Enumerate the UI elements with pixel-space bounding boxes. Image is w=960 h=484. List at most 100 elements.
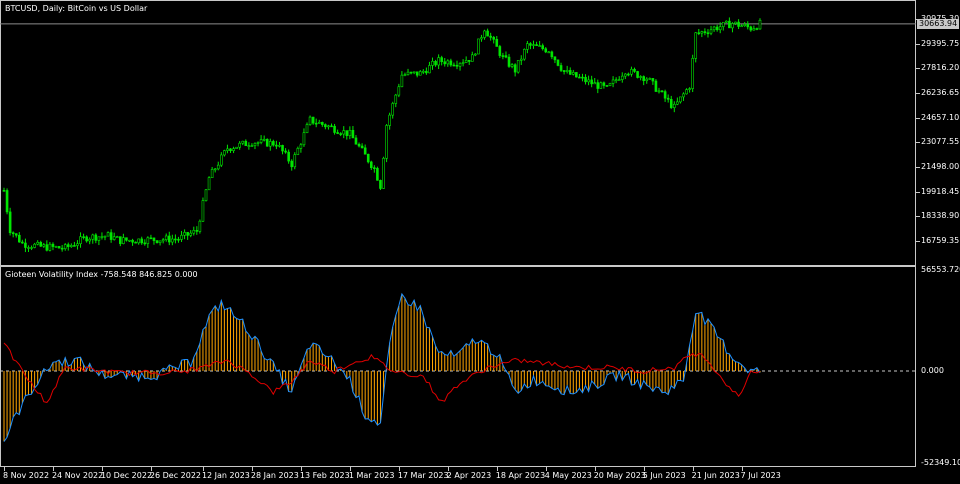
candle-body	[446, 60, 450, 65]
candle-body	[437, 57, 440, 66]
indicator-pane[interactable]: Gioteen Volatility Index -758.548 846.82…	[0, 266, 916, 467]
candle-body	[400, 74, 404, 88]
candle-body	[112, 236, 116, 240]
candle-body	[125, 237, 128, 241]
candle-body	[275, 144, 278, 147]
candle-body	[272, 141, 275, 146]
candle-body	[559, 65, 563, 71]
candle-body	[354, 137, 358, 145]
candle-body	[57, 246, 61, 249]
date-axis-label: 28 Jan 2023	[250, 471, 299, 480]
candle-body	[36, 241, 39, 245]
candle-body	[725, 20, 728, 23]
candle-body	[229, 148, 232, 151]
candle-body	[715, 26, 719, 31]
candle-body	[734, 21, 737, 24]
price-axis-tick	[916, 216, 920, 218]
candle-body	[703, 31, 707, 34]
date-axis-tick	[741, 467, 743, 471]
date-axis-label: 7 Jul 2023	[740, 471, 781, 480]
candle-body	[287, 151, 290, 162]
candle-body	[382, 157, 385, 189]
candle-body	[602, 82, 606, 86]
candle-body	[709, 29, 713, 34]
candle-body	[198, 220, 202, 232]
candle-body	[79, 236, 82, 245]
date-axis-tick	[692, 467, 694, 471]
candle-body	[431, 61, 434, 66]
candle-body	[66, 244, 70, 247]
candle-body	[63, 244, 67, 249]
candle-body	[418, 71, 422, 76]
candle-body	[109, 232, 113, 240]
candle-body	[342, 130, 346, 135]
candle-body	[636, 71, 639, 78]
indicator-title: Gioteen Volatility Index -758.548 846.82…	[5, 270, 198, 279]
candle-body	[256, 142, 260, 144]
candle-body	[700, 31, 704, 34]
candle-body	[590, 79, 593, 85]
current-price-label: 30663.94	[917, 18, 960, 29]
candle-body	[553, 56, 557, 61]
candle-body	[541, 45, 544, 50]
candle-body	[366, 153, 370, 163]
candle-body	[467, 60, 471, 62]
candle-body	[575, 72, 578, 78]
candle-body	[694, 32, 698, 59]
candle-body	[8, 211, 12, 234]
candle-body	[293, 154, 297, 168]
date-axis-label: 4 May 2023	[544, 471, 592, 480]
candle-body	[296, 148, 300, 155]
candle-body	[679, 96, 682, 103]
candle-body	[743, 24, 746, 27]
candle-body	[409, 71, 413, 74]
price-chart-pane[interactable]: BTCUSD, Daily: BitCoin vs US Dollar	[0, 0, 916, 266]
candle-body	[461, 62, 465, 64]
candle-body	[91, 234, 95, 240]
candle-body	[556, 59, 560, 66]
candle-body	[216, 164, 220, 170]
candle-body	[2, 190, 6, 192]
candle-body	[60, 247, 64, 250]
date-axis-label: 26 Dec 2022	[149, 471, 202, 480]
candle-body	[220, 154, 223, 166]
date-axis-label: 5 Jun 2023	[642, 471, 686, 480]
candle-body	[27, 247, 30, 249]
date-axis-tick	[4, 467, 5, 471]
candle-body	[758, 19, 762, 30]
candle-body	[731, 23, 734, 29]
candle-body	[76, 243, 79, 246]
candle-body	[578, 76, 581, 79]
date-axis-tick	[349, 467, 351, 471]
candle-body	[339, 133, 342, 135]
candle-body	[706, 32, 710, 35]
candle-body	[755, 28, 759, 30]
candle-body	[519, 58, 523, 61]
candle-body	[697, 32, 701, 35]
candle-body	[642, 76, 645, 82]
price-axis-tick	[916, 191, 920, 193]
candle-body	[330, 125, 333, 128]
candle-body	[752, 28, 756, 31]
candle-body	[207, 177, 211, 191]
candle-body	[651, 78, 655, 82]
candle-body	[483, 30, 486, 38]
candle-body	[599, 82, 603, 89]
candle-body	[82, 236, 85, 239]
price-axis-tick	[916, 93, 920, 94]
candle-body	[412, 71, 416, 74]
candle-body	[688, 88, 691, 90]
date-axis-tick	[447, 467, 449, 471]
candle-body	[611, 79, 615, 84]
candle-body	[657, 90, 661, 93]
candle-body	[333, 125, 336, 133]
date-axis-label: 1 Mar 2023	[348, 471, 395, 480]
candle-body	[317, 122, 321, 124]
candle-body	[504, 55, 508, 58]
indicator-axis-label: -52349.105	[921, 458, 960, 467]
price-axis-label: 18338.90	[921, 211, 960, 221]
date-axis-label: 13 Feb 2023	[299, 471, 350, 480]
candle-body	[247, 145, 251, 147]
candle-body	[186, 232, 189, 236]
candle-body	[327, 125, 330, 128]
